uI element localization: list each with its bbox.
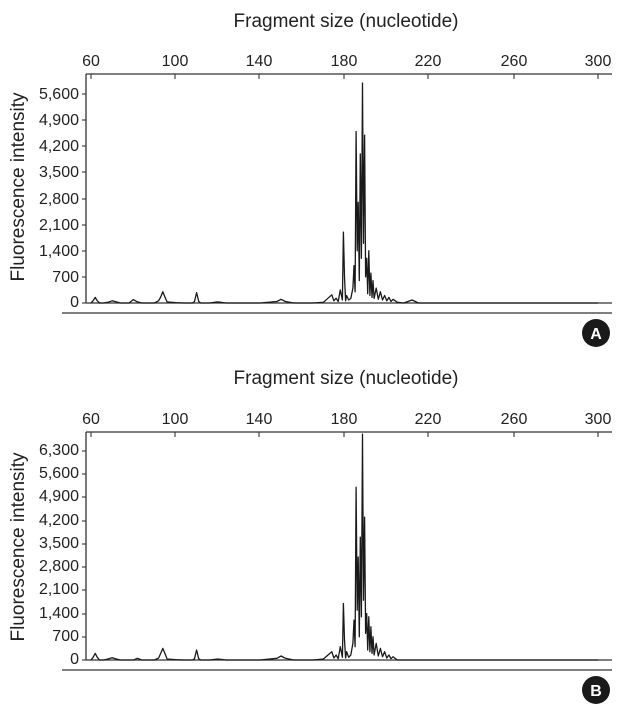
- panel-b-y-tick-labels: 0 700 1,400 2,100 2,800 3,500 4,200 4,90…: [39, 442, 79, 668]
- panel-a-axes: [62, 73, 612, 314]
- y-tick-label: 0: [70, 651, 79, 668]
- x-tick-label: 260: [501, 53, 528, 70]
- x-tick-label: 300: [585, 53, 612, 70]
- y-tick-label: 3,500: [39, 535, 79, 552]
- y-tick-label: 5,600: [39, 86, 79, 103]
- y-tick-label: 4,200: [39, 512, 79, 529]
- panel-a-badge-circle: [582, 319, 610, 347]
- x-tick-label: 180: [331, 411, 358, 428]
- x-tick-label: 100: [162, 411, 189, 428]
- panel-b: Fragment size (nucleotide) 60 100 140 18…: [8, 368, 612, 704]
- y-tick-label: 700: [52, 269, 79, 286]
- panel-b-badge: B: [582, 676, 610, 704]
- y-tick-label: 3,500: [39, 164, 79, 181]
- y-tick-label: 2,800: [39, 191, 79, 208]
- x-tick-label: 220: [415, 411, 442, 428]
- panel-b-badge-label: B: [590, 683, 602, 700]
- y-tick-label: 5,600: [39, 465, 79, 482]
- y-tick-label: 0: [70, 294, 79, 311]
- y-tick-label: 4,900: [39, 112, 79, 129]
- x-tick-label: 60: [82, 411, 100, 428]
- y-tick-label: 1,400: [39, 243, 79, 260]
- y-tick-label: 4,900: [39, 488, 79, 505]
- panel-b-badge-circle: [582, 676, 610, 704]
- x-tick-label: 300: [585, 411, 612, 428]
- panel-a-y-tick-labels: 0 700 1,400 2,100 2,800 3,500 4,200 4,90…: [39, 86, 79, 311]
- panel-a-fluorescence-trace: [90, 82, 598, 304]
- y-tick-label: 6,300: [39, 442, 79, 459]
- panel-a-y-axis-label: Fluorescence intensity: [8, 92, 29, 282]
- y-tick-label: 4,200: [39, 138, 79, 155]
- x-tick-label: 60: [82, 53, 100, 70]
- panel-b-axes: [62, 431, 612, 671]
- panel-a-title: Fragment size (nucleotide): [234, 11, 459, 32]
- panel-a: Fragment size (nucleotide) 60 100 140 18…: [8, 11, 612, 347]
- y-tick-label: 700: [52, 628, 79, 645]
- x-tick-label: 100: [162, 53, 189, 70]
- panel-b-title: Fragment size (nucleotide): [234, 368, 459, 389]
- panel-a-badge-label: A: [590, 326, 602, 343]
- panel-a-badge: A: [582, 319, 610, 347]
- panel-b-fluorescence-trace: [90, 433, 598, 661]
- x-tick-label: 220: [415, 53, 442, 70]
- panel-a-x-tick-labels: 60 100 140 180 220 260 300: [82, 53, 611, 70]
- panel-b-x-tick-labels: 60 100 140 180 220 260 300: [82, 411, 611, 428]
- x-tick-label: 140: [246, 411, 273, 428]
- y-tick-label: 2,100: [39, 581, 79, 598]
- panel-b-y-axis-label: Fluorescence intensity: [8, 452, 29, 642]
- y-tick-label: 2,800: [39, 558, 79, 575]
- x-tick-label: 180: [331, 53, 358, 70]
- x-tick-label: 260: [501, 411, 528, 428]
- y-tick-label: 2,100: [39, 217, 79, 234]
- x-tick-label: 140: [246, 53, 273, 70]
- y-tick-label: 1,400: [39, 605, 79, 622]
